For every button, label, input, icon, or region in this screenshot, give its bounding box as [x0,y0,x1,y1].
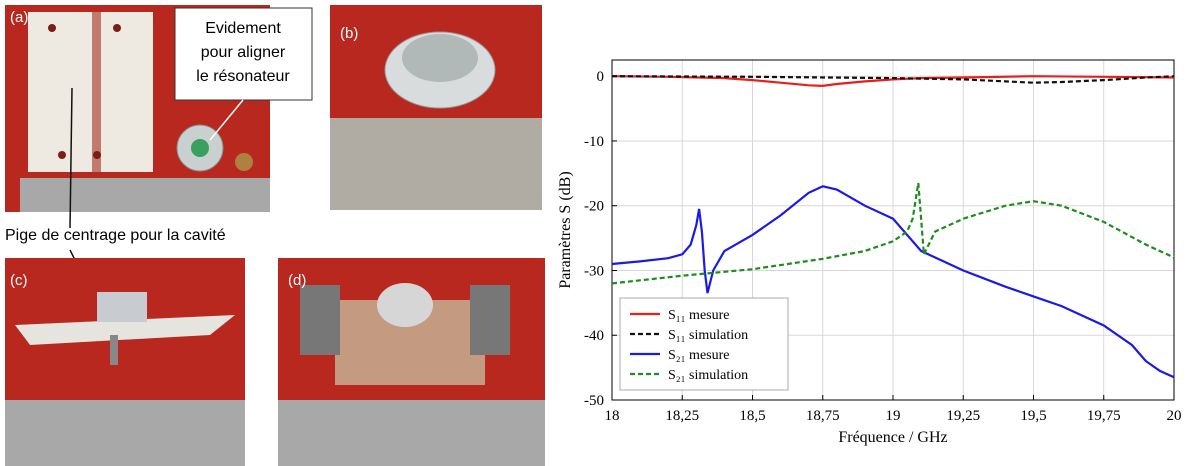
series-line [611,75,1175,84]
plot-frame [611,59,1175,401]
legend-label: S₁₁ mesure [668,308,729,323]
chart: 18 18,25 18,5 18,75 19 19,25 19,5 19,75 20 -50 -40… [557,59,1182,446]
annotation: Pige de centrage pour la cavité [5,227,226,244]
photo-label: (c) [10,272,28,289]
y-tick-label: -50 [584,393,604,409]
x-tick-label: 18 [605,408,620,424]
x-tick-label: 20 [1167,408,1182,424]
x-tick-label: 19,25 [946,408,980,424]
callout-text: pour aligner [201,44,286,61]
callout-line [209,99,244,141]
legend-label: S₂₁ mesure [668,348,729,363]
series-line [611,182,1175,285]
photo-label: (b) [340,25,358,42]
photo-label: (a) [10,9,28,26]
series-line [611,185,1175,379]
x-tick-label: 18,5 [739,408,765,424]
series-line [611,75,1175,88]
callout-box [174,7,313,101]
x-axis-label: Fréquence / GHz [838,429,947,446]
y-axis-label: Paramètres S (dB) [557,171,574,288]
photo-c [5,258,245,466]
y-tick-label: -20 [584,199,604,215]
legend-label: S₁₁ simulation [668,328,748,343]
y-tick-label: -10 [584,134,604,150]
y-tick-label: -40 [584,328,604,344]
annotation-arrow [69,87,73,229]
callout-text: le résonateur [196,68,290,85]
x-tick-label: 19 [886,408,901,424]
x-tick-label: 18,25 [665,408,699,424]
callout-text: Evidement [205,20,281,37]
photo-label: (d) [288,272,306,289]
legend-label: S₂₁ simulation [668,368,748,383]
y-tick-label: -30 [584,263,604,279]
x-tick-label: 18,75 [806,408,840,424]
x-tick-label: 19,5 [1020,408,1046,424]
photo-d [278,258,545,466]
y-tick-label: 0 [597,69,605,85]
photo-b [330,5,542,210]
x-tick-label: 19,75 [1087,408,1121,424]
